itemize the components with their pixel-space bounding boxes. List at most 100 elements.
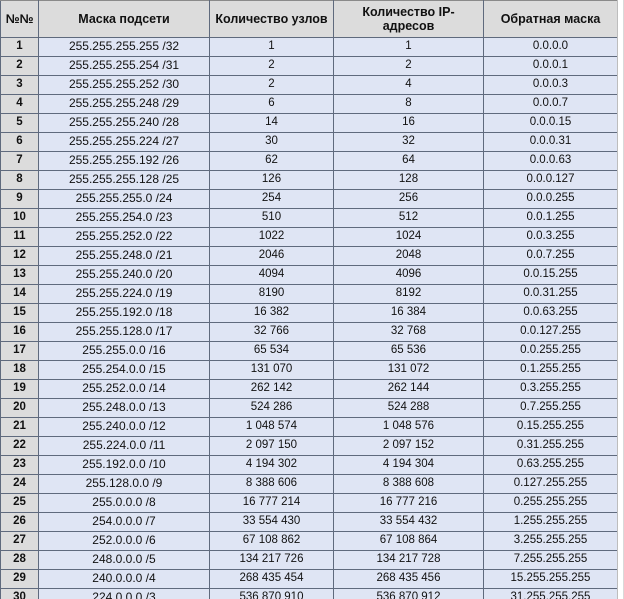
cell-wild: 0.15.255.255: [483, 417, 617, 437]
cell-wild: 0.0.0.63: [483, 151, 617, 171]
cell-idx: 13: [0, 265, 39, 285]
table-row: 26 254.0.0.0 /7 33 554 430 33 554 432 1.255.…: [0, 512, 617, 532]
column-header-hosts: Количество узлов: [209, 0, 334, 38]
cell-hosts: 2: [209, 75, 334, 95]
table-row: 1 255.255.255.255 /32 1 1 0.0.0.0: [0, 37, 617, 57]
cell-mask: 255.255.255.255 /32: [38, 37, 210, 57]
table-row: 4 255.255.255.248 /29 6 8 0.0.0.7: [0, 94, 617, 114]
table-row: 11 255.255.252.0 /22 1022 1024 0.0.3.255: [0, 227, 617, 247]
cell-wild: 0.0.0.3: [483, 75, 617, 95]
cell-mask: 255.255.252.0 /22: [38, 227, 210, 247]
right-edge-gutter: [617, 0, 624, 599]
cell-mask: 255.255.128.0 /17: [38, 322, 210, 342]
table-header: №№ Маска подсети Количество узлов Количе…: [0, 0, 617, 38]
cell-idx: 25: [0, 493, 39, 513]
cell-mask: 255.255.255.252 /30: [38, 75, 210, 95]
table-row: 28 248.0.0.0 /5 134 217 726 134 217 728 7.25…: [0, 550, 617, 570]
table-row: 25 255.0.0.0 /8 16 777 214 16 777 216 0.255.…: [0, 493, 617, 513]
cell-hosts: 14: [209, 113, 334, 133]
cell-wild: 7.255.255.255: [483, 550, 617, 570]
cell-wild: 0.0.15.255: [483, 265, 617, 285]
cell-wild: 0.127.255.255: [483, 474, 617, 494]
cell-hosts: 1022: [209, 227, 334, 247]
cell-idx: 19: [0, 379, 39, 399]
cell-mask: 240.0.0.0 /4: [38, 569, 210, 589]
cell-hosts: 126: [209, 170, 334, 190]
cell-idx: 23: [0, 455, 39, 475]
cell-mask: 248.0.0.0 /5: [38, 550, 210, 570]
cell-hosts: 1 048 574: [209, 417, 334, 437]
cell-hosts: 2: [209, 56, 334, 76]
cell-hosts: 262 142: [209, 379, 334, 399]
cell-hosts: 62: [209, 151, 334, 171]
cell-wild: 0.0.0.1: [483, 56, 617, 76]
cell-wild: 0.3.255.255: [483, 379, 617, 399]
table-row: 14 255.255.224.0 /19 8190 8192 0.0.31.255: [0, 284, 617, 304]
cell-hosts: 67 108 862: [209, 531, 334, 551]
table-row: 13 255.255.240.0 /20 4094 4096 0.0.15.255: [0, 265, 617, 285]
cell-mask: 255.255.248.0 /21: [38, 246, 210, 266]
cell-mask: 255.0.0.0 /8: [38, 493, 210, 513]
cell-ips: 32 768: [333, 322, 484, 342]
column-header-index: №№: [0, 0, 39, 38]
cell-ips: 16 384: [333, 303, 484, 323]
cell-ips: 536 870 912: [333, 588, 484, 599]
cell-mask: 255.248.0.0 /13: [38, 398, 210, 418]
cell-mask: 255.252.0.0 /14: [38, 379, 210, 399]
cell-wild: 0.0.0.127: [483, 170, 617, 190]
cell-ips: 1024: [333, 227, 484, 247]
cell-ips: 8 388 608: [333, 474, 484, 494]
cell-wild: 0.0.63.255: [483, 303, 617, 323]
cell-mask: 255.255.255.128 /25: [38, 170, 210, 190]
cell-mask: 255.255.255.192 /26: [38, 151, 210, 171]
cell-idx: 11: [0, 227, 39, 247]
cell-idx: 21: [0, 417, 39, 437]
cell-ips: 8192: [333, 284, 484, 304]
column-header-mask: Маска подсети: [38, 0, 210, 38]
cell-wild: 31.255.255.255: [483, 588, 617, 599]
cell-wild: 3.255.255.255: [483, 531, 617, 551]
table-row: 3 255.255.255.252 /30 2 4 0.0.0.3: [0, 75, 617, 95]
cell-idx: 14: [0, 284, 39, 304]
cell-hosts: 134 217 726: [209, 550, 334, 570]
table-row: 24 255.128.0.0 /9 8 388 606 8 388 608 0.127.…: [0, 474, 617, 494]
cell-hosts: 6: [209, 94, 334, 114]
cell-idx: 30: [0, 588, 39, 599]
cell-idx: 15: [0, 303, 39, 323]
column-header-ip-count: Количество IP-адресов: [333, 0, 484, 38]
cell-ips: 33 554 432: [333, 512, 484, 532]
cell-wild: 0.0.0.7: [483, 94, 617, 114]
cell-ips: 16: [333, 113, 484, 133]
cell-mask: 255.255.255.254 /31: [38, 56, 210, 76]
table-row: 29 240.0.0.0 /4 268 435 454 268 435 456 15.2…: [0, 569, 617, 589]
cell-hosts: 268 435 454: [209, 569, 334, 589]
cell-idx: 1: [0, 37, 39, 57]
cell-idx: 28: [0, 550, 39, 570]
cell-wild: 0.0.7.255: [483, 246, 617, 266]
cell-mask: 255.255.255.224 /27: [38, 132, 210, 152]
cell-ips: 1: [333, 37, 484, 57]
cell-hosts: 131 070: [209, 360, 334, 380]
cell-idx: 26: [0, 512, 39, 532]
table-row: 7 255.255.255.192 /26 62 64 0.0.0.63: [0, 151, 617, 171]
table-row: 21 255.240.0.0 /12 1 048 574 1 048 576 0.15.…: [0, 417, 617, 437]
cell-ips: 16 777 216: [333, 493, 484, 513]
table-row: 20 255.248.0.0 /13 524 286 524 288 0.7.255.2…: [0, 398, 617, 418]
cell-ips: 4096: [333, 265, 484, 285]
cell-ips: 64: [333, 151, 484, 171]
table-row: 10 255.255.254.0 /23 510 512 0.0.1.255: [0, 208, 617, 228]
cell-ips: 524 288: [333, 398, 484, 418]
cell-hosts: 1: [209, 37, 334, 57]
cell-idx: 16: [0, 322, 39, 342]
table-body: 1 255.255.255.255 /32 1 1 0.0.0.0 2 255.255.25…: [0, 37, 617, 599]
cell-wild: 0.0.0.31: [483, 132, 617, 152]
cell-mask: 255.255.0.0 /16: [38, 341, 210, 361]
cell-mask: 255.255.254.0 /23: [38, 208, 210, 228]
cell-ips: 67 108 864: [333, 531, 484, 551]
cell-ips: 4 194 304: [333, 455, 484, 475]
cell-wild: 0.255.255.255: [483, 493, 617, 513]
cell-wild: 0.7.255.255: [483, 398, 617, 418]
cell-wild: 0.1.255.255: [483, 360, 617, 380]
cell-hosts: 65 534: [209, 341, 334, 361]
